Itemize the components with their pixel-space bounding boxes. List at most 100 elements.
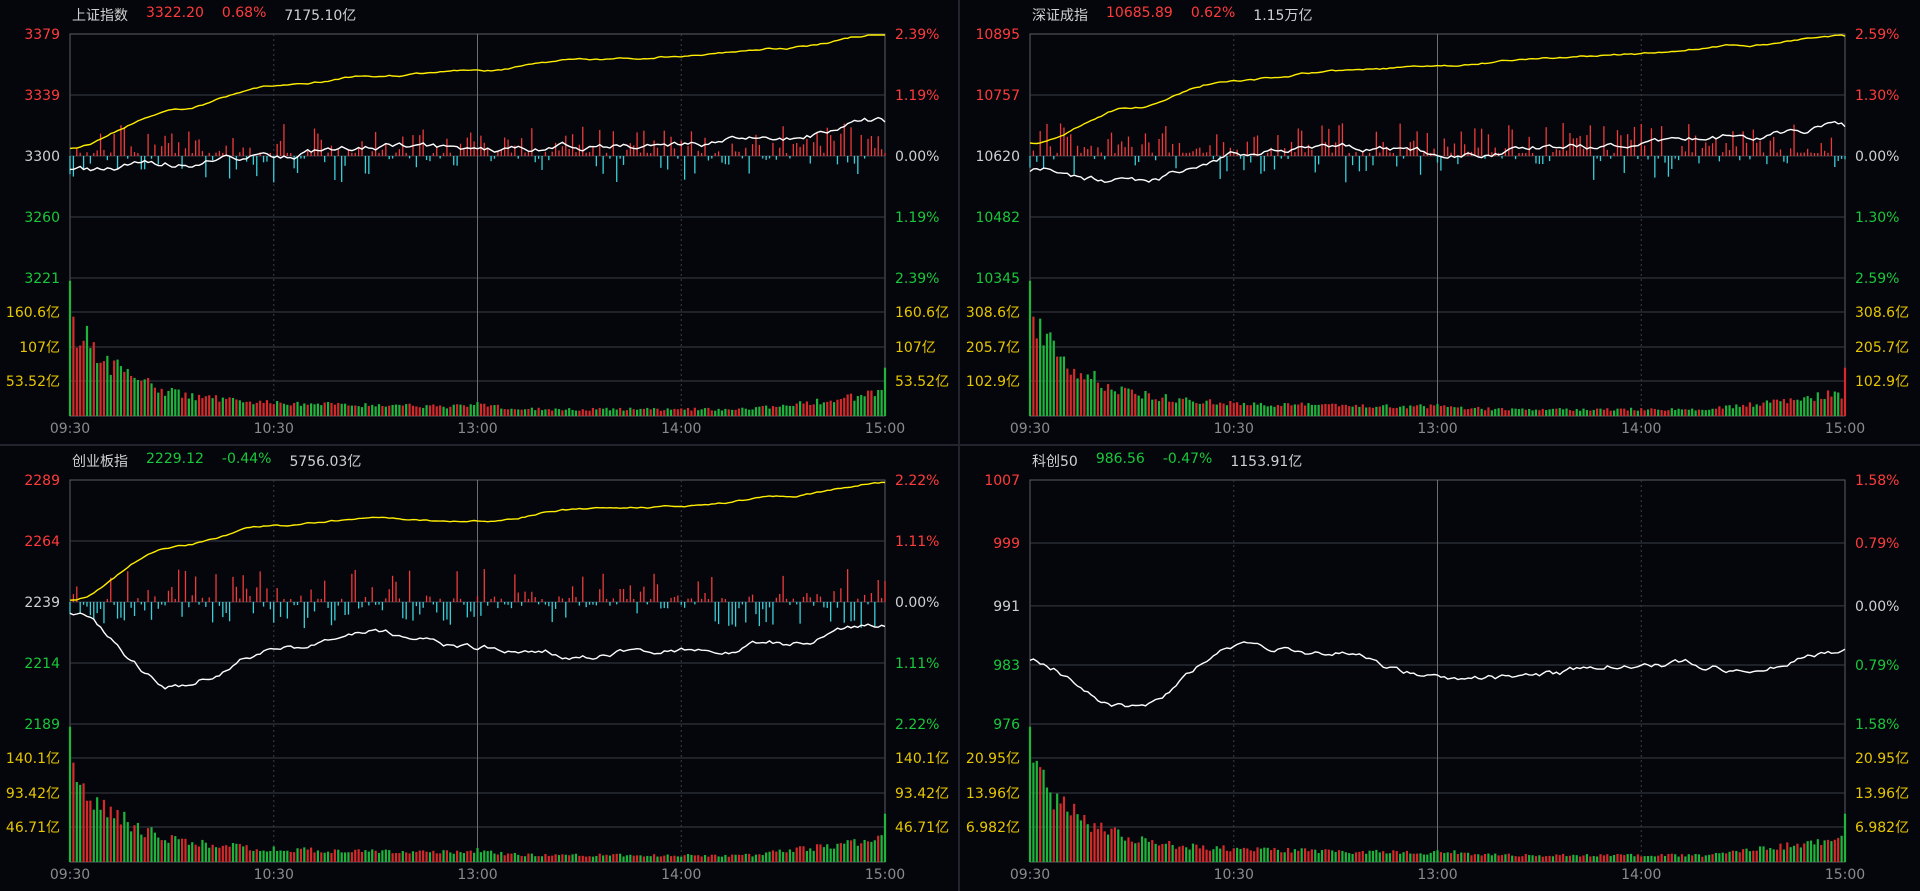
- index-panel: 科创50 986.56 -0.47% 1153.91亿 1007 999 991 983 976…: [960, 446, 1920, 891]
- pct-tick-label: 1.11%: [895, 656, 939, 672]
- volume-tick-label: 6.982亿: [966, 820, 1020, 836]
- intraday-chart: 1007 999 991 983 976 1.58% 0.79% 0.00% 0.79% 1.58…: [966, 473, 1909, 883]
- volume-tick-label: 20.95亿: [966, 751, 1020, 767]
- panel-header: 科创50 986.56 -0.47% 1153.91亿: [1032, 451, 1302, 471]
- volume-tick-label: 140.1亿: [6, 751, 60, 767]
- time-axis-label: 15:00: [865, 867, 905, 883]
- price-tick-label: 2214: [24, 656, 60, 672]
- pct-tick-label: 0.79%: [1855, 536, 1899, 552]
- price-tick-label: 991: [993, 599, 1020, 615]
- pct-tick-label: 1.30%: [1855, 210, 1899, 226]
- time-axis-label: 14:00: [661, 867, 701, 883]
- avg-line: [69, 34, 885, 150]
- volume-bars: [1028, 726, 1847, 862]
- index-price: 3322.20: [146, 5, 204, 21]
- volume-bars: [1028, 280, 1847, 416]
- price-tick-label: 3379: [24, 27, 60, 43]
- pct-tick-label: 1.19%: [895, 210, 939, 226]
- volume-tick-label: 46.71亿: [6, 820, 60, 836]
- index-change-pct: 0.62%: [1190, 5, 1236, 21]
- panel-header: 创业板指 2229.12 -0.44% 5756.03亿: [72, 451, 361, 471]
- volume-tick-label-right: 102.9亿: [1855, 374, 1909, 390]
- breadth-bars: [1029, 123, 1846, 183]
- index-panel: 上证指数 3322.20 0.68% 7175.10亿 3379 3339 3300 3260…: [0, 0, 960, 445]
- time-axis-label: 14:00: [1621, 867, 1661, 883]
- intraday-chart: 3379 3339 3300 3260 3221 2.39% 1.19% 0.00% 1.19%…: [6, 27, 949, 437]
- volume-tick-label-right: 6.982亿: [1855, 820, 1909, 836]
- volume-tick-label-right: 93.42亿: [895, 786, 949, 802]
- index-change-pct: -0.44%: [221, 451, 272, 467]
- time-axis-label: 13:00: [1417, 421, 1457, 437]
- time-axis-label: 10:30: [1214, 867, 1254, 883]
- volume-tick-label: 107亿: [19, 340, 60, 356]
- price-tick-label: 2239: [24, 595, 60, 611]
- index-price: 2229.12: [146, 451, 204, 467]
- time-axis-label: 14:00: [661, 421, 701, 437]
- index-change-pct: -0.47%: [1162, 451, 1213, 467]
- index-change-pct: 0.68%: [221, 5, 267, 21]
- index-panel: 深证成指 10685.89 0.62% 1.15万亿 10895 10757 10620 10…: [960, 0, 1920, 445]
- price-tick-label: 2289: [24, 473, 60, 489]
- time-axis-label: 09:30: [50, 421, 90, 437]
- price-tick-label: 3260: [24, 210, 60, 226]
- time-axis-label: 09:30: [1010, 867, 1050, 883]
- pct-tick-label: 1.19%: [895, 88, 939, 104]
- index-name: 上证指数: [72, 8, 128, 24]
- pct-tick-label: 1.30%: [1855, 88, 1899, 104]
- volume-tick-label-right: 205.7亿: [1855, 340, 1909, 356]
- price-tick-label: 999: [993, 536, 1020, 552]
- volume-bars: [68, 280, 887, 416]
- volume-tick-label: 308.6亿: [966, 305, 1020, 321]
- pct-tick-label: 0.00%: [1855, 149, 1899, 165]
- avg-line: [1029, 34, 1846, 145]
- index-line: [1029, 641, 1846, 708]
- volume-tick-label: 13.96亿: [966, 786, 1020, 802]
- price-tick-label: 983: [993, 658, 1020, 674]
- index-name: 科创50: [1032, 454, 1078, 470]
- price-tick-label: 3339: [24, 88, 60, 104]
- intraday-chart: 2289 2264 2239 2214 2189 2.22% 1.11% 0.00% 1.11%…: [6, 473, 949, 883]
- time-axis-label: 10:30: [254, 421, 294, 437]
- index-price: 986.56: [1095, 451, 1145, 467]
- volume-tick-label-right: 53.52亿: [895, 374, 949, 390]
- volume-tick-label-right: 308.6亿: [1855, 305, 1909, 321]
- price-tick-label: 10482: [975, 210, 1020, 226]
- volume-tick-label: 93.42亿: [6, 786, 60, 802]
- index-amount: 1153.91亿: [1230, 454, 1303, 470]
- breadth-bars: [69, 569, 886, 629]
- price-tick-label: 2264: [24, 534, 60, 550]
- volume-tick-label-right: 160.6亿: [895, 305, 949, 321]
- index-line: [69, 116, 886, 172]
- pct-tick-label: 0.00%: [1855, 599, 1899, 615]
- volume-tick-label: 53.52亿: [6, 374, 60, 390]
- index-panel: 创业板指 2229.12 -0.44% 5756.03亿 2289 2264 2239 221…: [0, 446, 960, 891]
- index-line: [69, 612, 886, 690]
- index-amount: 1.15万亿: [1253, 8, 1313, 24]
- panel-header: 上证指数 3322.20 0.68% 7175.10亿: [72, 5, 356, 25]
- horizontal-divider: [0, 444, 1920, 446]
- pct-tick-label: 1.58%: [1855, 717, 1899, 733]
- time-axis-label: 15:00: [865, 421, 905, 437]
- price-tick-label: 10895: [975, 27, 1020, 43]
- avg-line: [69, 481, 886, 601]
- pct-tick-label: 0.00%: [895, 595, 939, 611]
- volume-tick-label-right: 107亿: [895, 340, 936, 356]
- volume-tick-label-right: 20.95亿: [1855, 751, 1909, 767]
- pct-tick-label: 0.00%: [895, 149, 939, 165]
- volume-tick-label: 160.6亿: [6, 305, 60, 321]
- index-price: 10685.89: [1106, 5, 1173, 21]
- pct-tick-label: 2.39%: [895, 271, 939, 287]
- volume-tick-label: 205.7亿: [966, 340, 1020, 356]
- price-tick-label: 2189: [24, 717, 60, 733]
- pct-tick-label: 2.22%: [895, 717, 939, 733]
- time-axis-label: 13:00: [457, 867, 497, 883]
- price-tick-label: 976: [993, 717, 1020, 733]
- price-tick-label: 1007: [984, 473, 1020, 489]
- index-line: [1029, 120, 1846, 184]
- breadth-bars: [69, 123, 886, 183]
- time-axis-label: 09:30: [1010, 421, 1050, 437]
- price-tick-label: 10620: [975, 149, 1020, 165]
- time-axis-label: 13:00: [457, 421, 497, 437]
- volume-tick-label-right: 46.71亿: [895, 820, 949, 836]
